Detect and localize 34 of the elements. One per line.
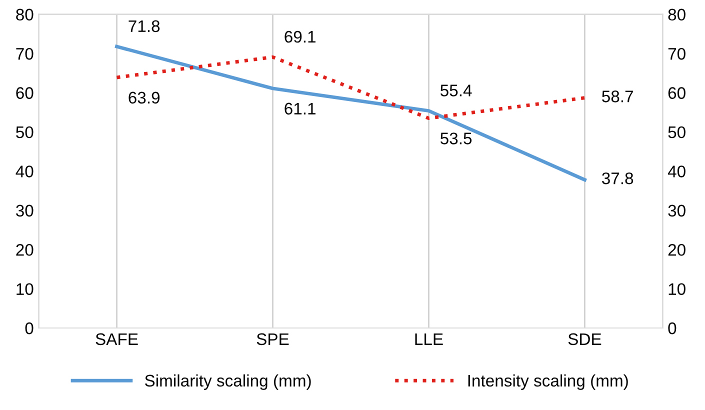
data-label: 63.9	[128, 92, 160, 104]
line-series	[115, 44, 586, 182]
data-label: 58.7	[602, 90, 633, 102]
y2-tick-label: 60	[668, 87, 686, 99]
y-tick-label: 60	[16, 87, 34, 99]
y-tick-label: 70	[16, 48, 34, 60]
legend-label: Intensity scaling (mm)	[468, 374, 628, 390]
y-tick-label: 50	[16, 126, 34, 138]
data-label: 55.4	[440, 84, 472, 96]
data-label: 37.8	[602, 172, 634, 184]
y2-tick-label: 0	[668, 322, 676, 334]
y2-tick-label: 20	[668, 244, 686, 256]
y-tick-label: 0	[25, 322, 34, 334]
y-tick-label: 40	[16, 166, 34, 178]
data-label: 53.5	[440, 132, 472, 144]
data-label: 61.1	[284, 102, 316, 115]
data-label: 69.1	[284, 30, 316, 43]
x-tick-label: SPE	[256, 333, 289, 346]
y-tick-label: 20	[16, 244, 34, 256]
y-tick-label: 30	[16, 204, 34, 217]
x-tick-label: SAFE	[96, 333, 138, 346]
data-label: 71.8	[128, 20, 160, 32]
y-tick-label: 10	[16, 283, 34, 295]
line-series	[115, 55, 586, 120]
y2-tick-label: 70	[668, 48, 686, 60]
x-tick-label: SDE	[568, 333, 602, 346]
y2-tick-label: 40	[668, 166, 686, 178]
y2-tick-label: 10	[668, 283, 686, 295]
y-tick-label: 80	[16, 8, 34, 21]
y2-tick-label: 50	[668, 126, 686, 138]
x-tick-label: LLE	[415, 333, 443, 345]
legend-label: Similarity scaling (mm)	[144, 374, 311, 390]
y2-tick-label: 30	[668, 204, 686, 217]
y2-tick-label: 80	[668, 8, 686, 21]
